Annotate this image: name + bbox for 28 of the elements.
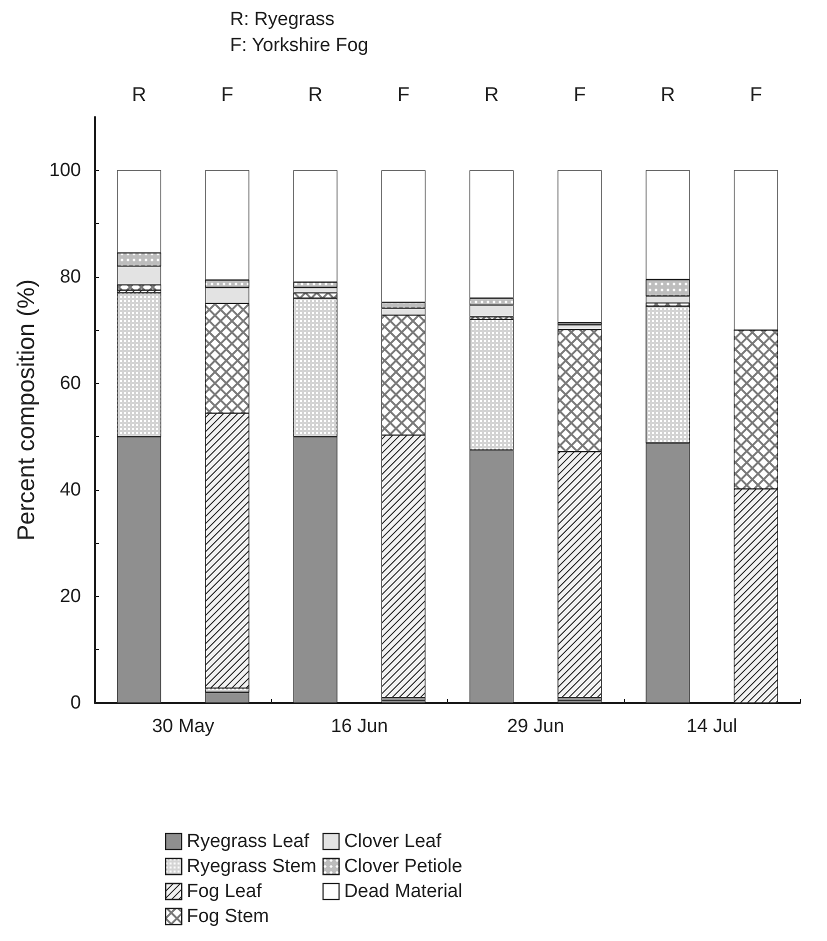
x-tick-label: F — [750, 84, 762, 106]
y-axis-title: Percent composition (%) — [12, 279, 40, 541]
legend-label: Fog Leaf — [186, 881, 262, 902]
text: 29 Jun — [507, 716, 564, 737]
x-tick-label: R — [132, 84, 146, 106]
text: R: Ryegrass — [230, 9, 335, 30]
x-tick-label: R — [308, 84, 323, 106]
text: 14 Jul — [686, 716, 738, 737]
y-tick-label: 100 — [49, 160, 81, 181]
x-tick-label: R — [484, 84, 499, 106]
legend-label: Clover Petiole — [344, 856, 462, 877]
text: 30 May — [152, 716, 215, 737]
legend-label: Fog Stem — [186, 906, 269, 927]
x-tick-label: F — [221, 84, 234, 106]
text: 16 Jun — [330, 716, 388, 737]
text: F: Yorkshire Fog — [230, 35, 368, 56]
legend-label: Dead Material — [344, 881, 462, 902]
y-tick-label: 60 — [60, 372, 81, 394]
x-tick-label: F — [397, 84, 410, 106]
legend-label: Clover Leaf — [344, 831, 442, 852]
y-tick-label: 80 — [60, 266, 81, 288]
y-tick-label: 40 — [60, 479, 81, 500]
x-tick-label: F — [574, 84, 586, 106]
legend-label: Ryegrass Leaf — [186, 831, 310, 852]
y-tick-label: 0 — [70, 692, 81, 714]
legend-label: Ryegrass Stem — [186, 856, 316, 877]
y-tick-label: 20 — [60, 586, 81, 607]
x-tick-label: R — [660, 84, 676, 106]
